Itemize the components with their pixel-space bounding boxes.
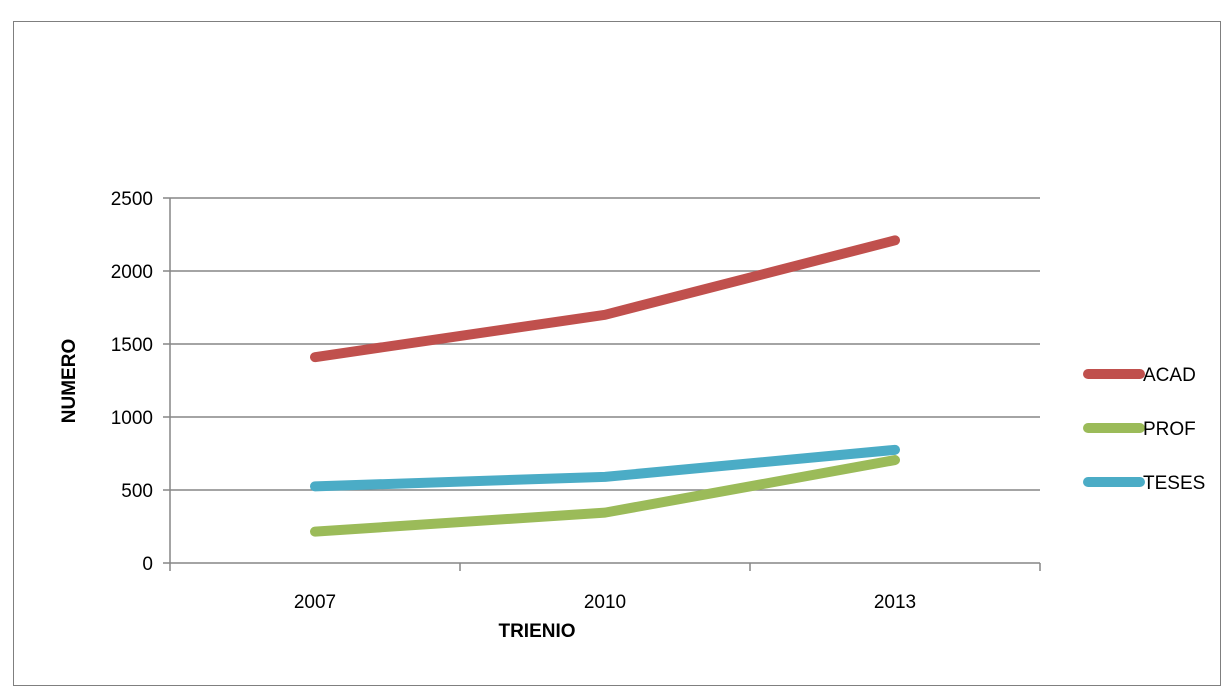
axes: 0 500 1000 1500 2000 2500 2007 2010 2013 (111, 189, 1040, 613)
legend: ACAD PROF TESES (1088, 365, 1205, 494)
x-tick-label: 2013 (874, 592, 916, 613)
x-tick-label: 2007 (294, 592, 336, 613)
gridlines (170, 198, 1040, 490)
x-axis-title: TRIENIO (498, 621, 575, 642)
series-line-acad (315, 240, 895, 357)
series-lines (315, 240, 895, 531)
y-tick-label: 1000 (111, 408, 153, 429)
y-tick-label: 500 (121, 481, 153, 502)
y-tick-label: 2500 (111, 189, 153, 210)
y-tick-label: 2000 (111, 262, 153, 283)
x-tick-label: 2010 (584, 592, 626, 613)
legend-label-acad: ACAD (1143, 365, 1196, 386)
legend-label-teses: TESES (1143, 473, 1205, 494)
series-line-prof (315, 460, 895, 532)
legend-label-prof: PROF (1143, 419, 1196, 440)
y-tick-label: 0 (142, 554, 153, 575)
y-tick-label: 1500 (111, 335, 153, 356)
y-axis-title: NUMERO (59, 339, 80, 423)
